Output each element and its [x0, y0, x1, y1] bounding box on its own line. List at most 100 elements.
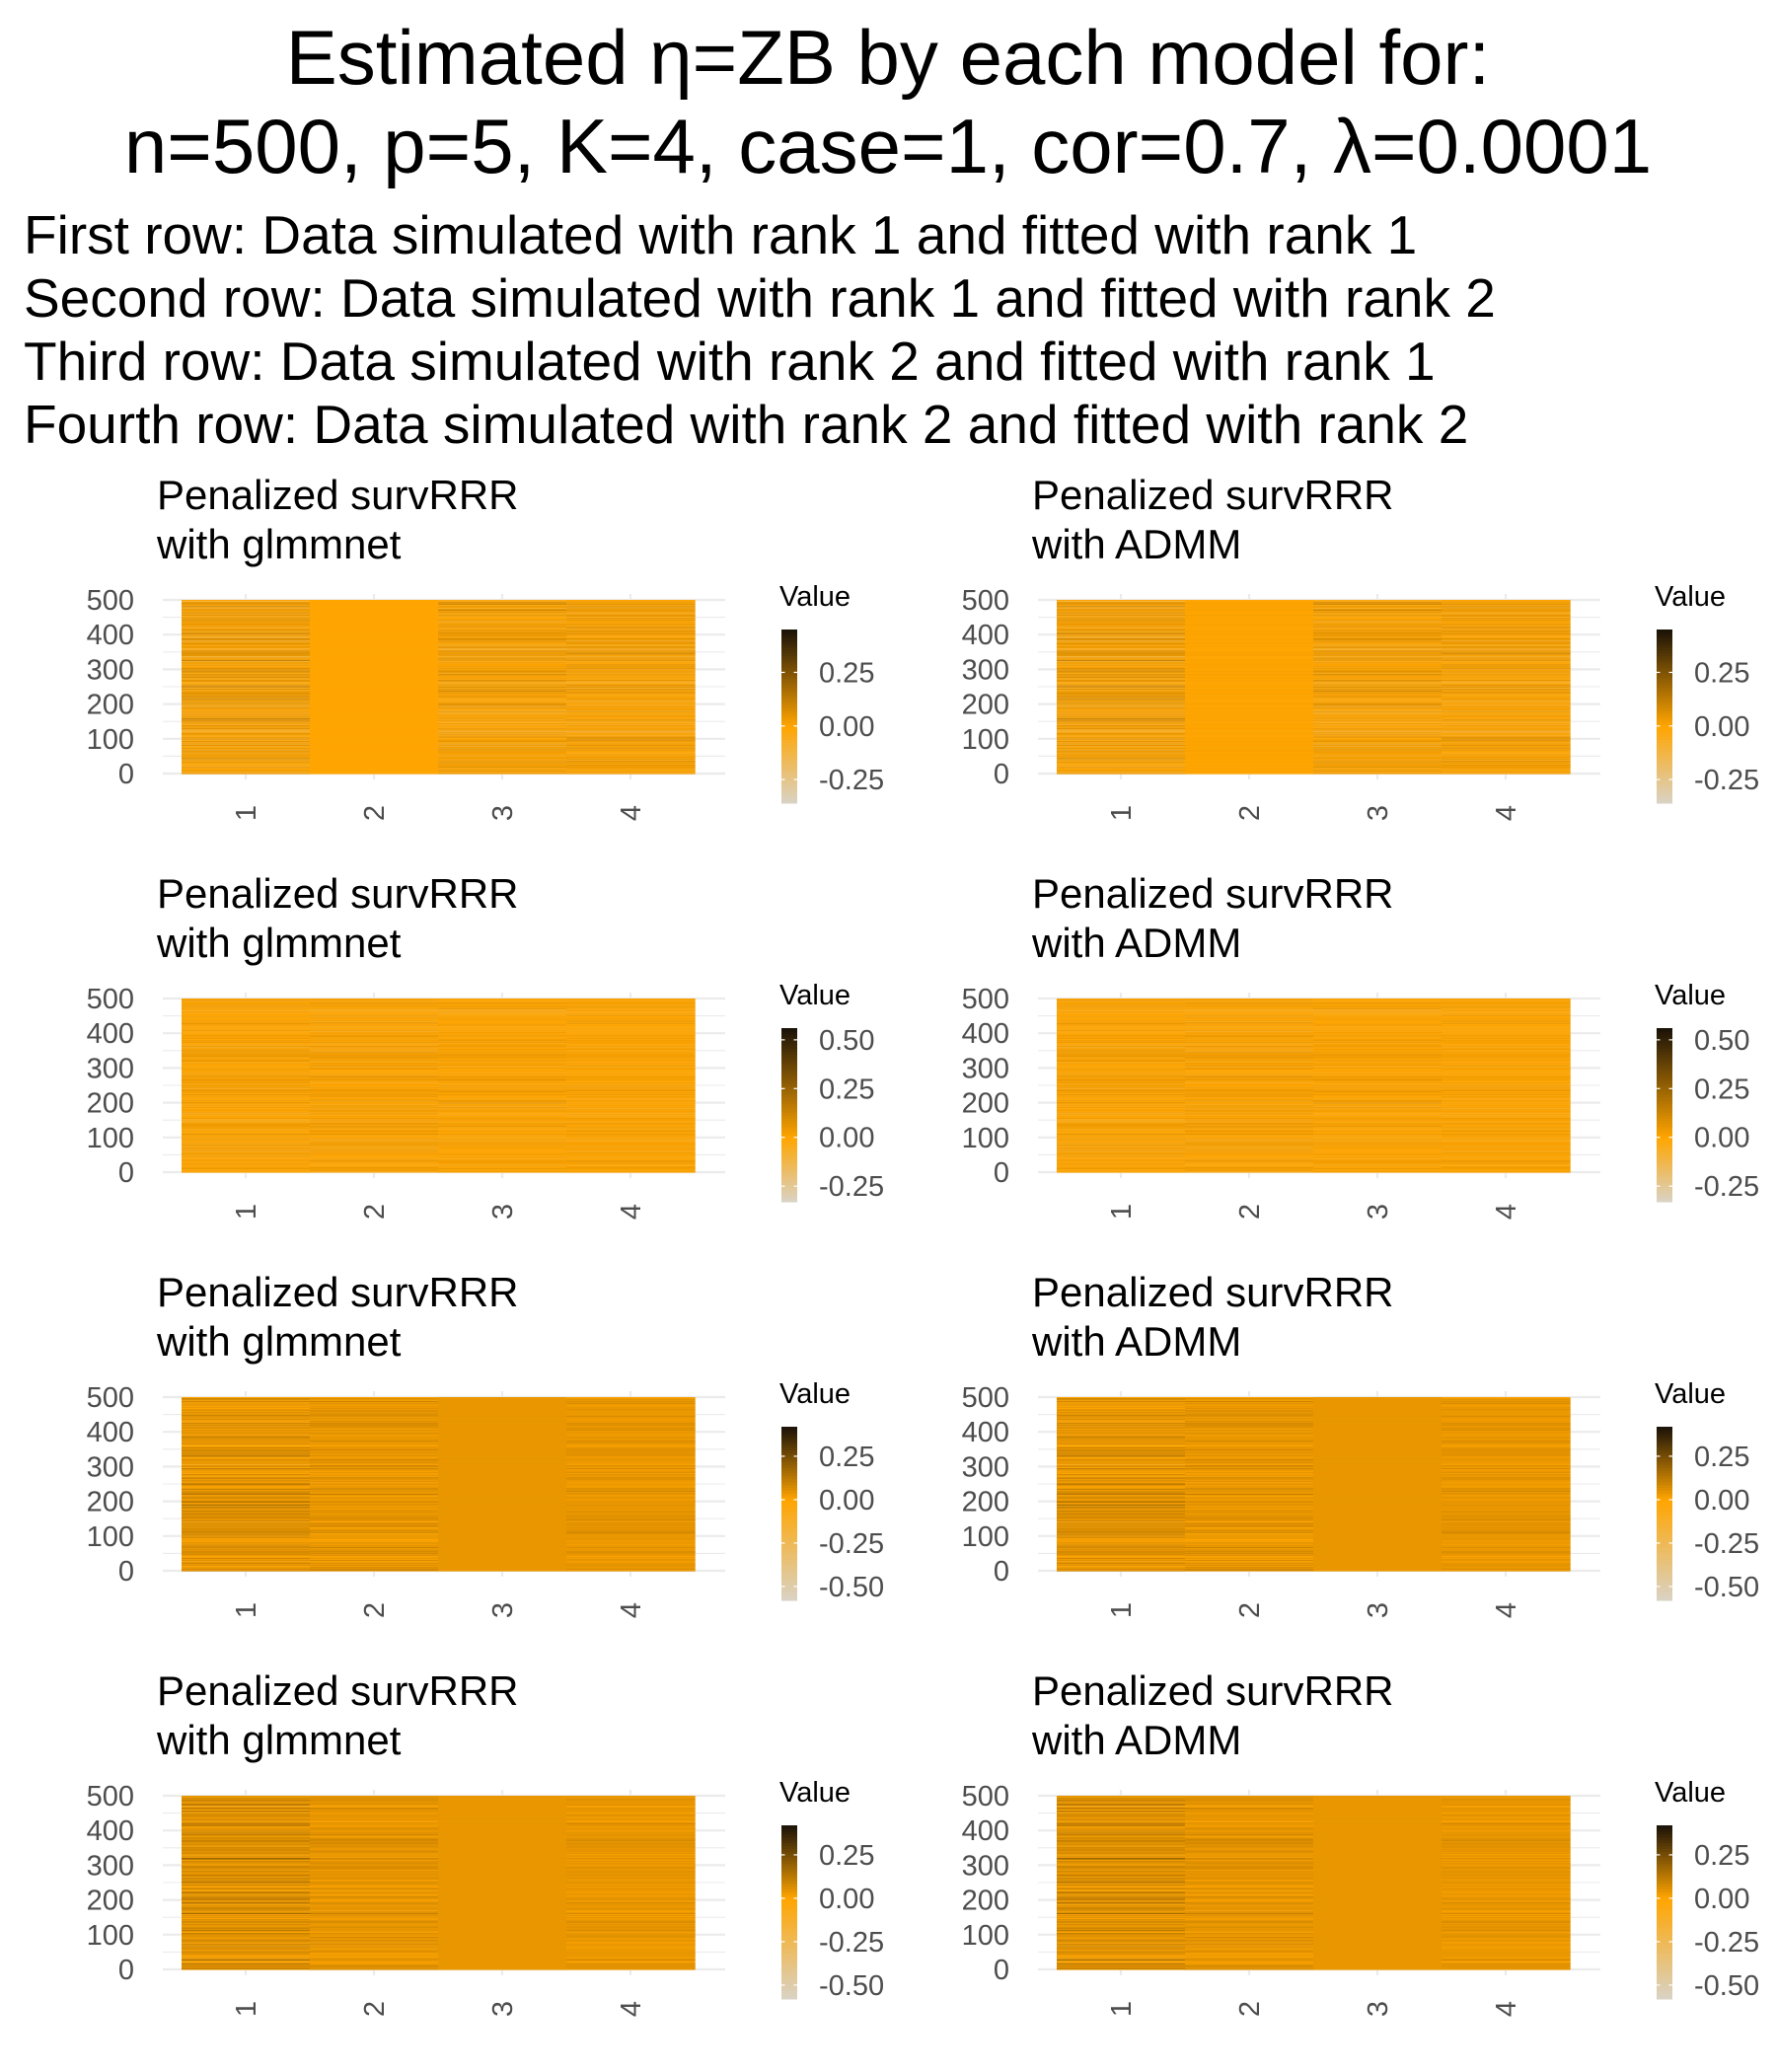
legend-colorbar-segment [781, 678, 797, 683]
legend-colorbar-segment [1657, 652, 1672, 656]
legend-colorbar-segment [781, 675, 797, 680]
heatmap-tile [566, 600, 696, 601]
x-tick-label: 4 [616, 805, 647, 821]
legend-colorbar-segment [781, 670, 797, 674]
heatmap-column-2 [1185, 600, 1314, 775]
heatmap-tile [1057, 600, 1186, 601]
y-tick-label: 500 [962, 585, 1009, 617]
y-tick-label: 300 [87, 654, 134, 686]
legend-colorbar-segment [781, 637, 797, 642]
legend-colorbar-segment [1657, 800, 1672, 804]
legend-colorbar-segment [1657, 675, 1672, 680]
heatmap-tile [1185, 600, 1314, 601]
legend-colorbar-segment [781, 699, 797, 703]
legend-colorbar-segment [781, 655, 797, 659]
legend-colorbar-segment [1657, 710, 1672, 714]
legend-colorbar-segment [781, 762, 797, 767]
legend-colorbar-segment [781, 634, 797, 639]
legend-colorbar-segment [1657, 730, 1672, 735]
heatmap-column-3 [1313, 600, 1443, 775]
subtitle-line-2: Second row: Data simulated with rank 1 a… [24, 267, 1496, 329]
legend-colorbar-segment [781, 771, 797, 776]
legend-colorbar-segment [1657, 779, 1672, 783]
legend-colorbar-segment [781, 751, 797, 755]
legend-colorbar-segment [1657, 646, 1672, 651]
y-tick-label: 100 [962, 724, 1009, 756]
legend-colorbar-segment [781, 652, 797, 656]
x-tick-label: 3 [1363, 805, 1394, 821]
heatmap-column-1 [182, 600, 311, 775]
legend-colorbar-segment [781, 768, 797, 773]
legend-colorbar-segment [781, 661, 797, 665]
legend-colorbar-segment [781, 779, 797, 783]
legend-tick-label: 0.25 [1694, 657, 1749, 689]
legend-colorbar-segment [1657, 704, 1672, 708]
legend-colorbar-segment [781, 774, 797, 778]
legend-colorbar-segment [1657, 765, 1672, 770]
x-tick-label: 4 [1491, 805, 1522, 821]
legend-colorbar-segment [781, 658, 797, 662]
legend-colorbar-segment [781, 667, 797, 671]
legend-colorbar-segment [1657, 768, 1672, 773]
panel-title-line-1: Penalized survRRR [157, 472, 518, 518]
x-tick-label: 2 [1234, 805, 1266, 821]
legend-colorbar [781, 629, 797, 804]
legend-colorbar-segment [1657, 629, 1672, 633]
y-tick-label: 500 [87, 585, 134, 617]
legend-colorbar-segment [781, 797, 797, 801]
legend-colorbar-segment [781, 664, 797, 668]
heatmap-column-4 [1442, 600, 1571, 775]
legend-colorbar-segment [781, 733, 797, 738]
panel-title-line-1: Penalized survRRR [157, 870, 518, 917]
legend-colorbar-segment [781, 629, 797, 633]
legend-colorbar-segment [781, 721, 797, 726]
legend-colorbar-segment [1657, 739, 1672, 743]
legend-colorbar-segment [1657, 788, 1672, 792]
legend-colorbar-segment [1657, 727, 1672, 732]
legend-colorbar-segment [1657, 713, 1672, 717]
legend-colorbar-segment [781, 730, 797, 735]
heatmap-column-2 [310, 999, 439, 1173]
y-tick-label: 200 [962, 690, 1009, 721]
legend-colorbar-segment [781, 739, 797, 743]
legend-colorbar-segment [781, 745, 797, 749]
legend-colorbar-segment [1657, 661, 1672, 665]
legend-colorbar-segment [1657, 664, 1672, 668]
legend-tick-label: -0.25 [1694, 765, 1759, 796]
y-tick-label: 300 [962, 654, 1009, 686]
legend-colorbar-segment [781, 777, 797, 781]
subtitle-line-4: Fourth row: Data simulated with rank 2 a… [24, 394, 1469, 455]
chart-title-line-2: n=500, p=5, K=4, case=1, cor=0.7, λ=0.00… [123, 103, 1653, 189]
heatmap-tile [1442, 600, 1571, 601]
legend-colorbar-segment [1657, 742, 1672, 746]
legend-colorbar-segment [781, 724, 797, 729]
legend-tick-label: 0.00 [819, 711, 874, 743]
legend-colorbar-segment [1657, 702, 1672, 705]
heatmap-tile [182, 600, 311, 601]
legend-colorbar-segment [1657, 762, 1672, 767]
legend-colorbar [1657, 629, 1672, 804]
legend-colorbar-segment [1657, 681, 1672, 686]
heatmap-tile [438, 600, 567, 601]
legend-colorbar-segment [781, 713, 797, 717]
legend-colorbar-segment [1657, 673, 1672, 677]
heatmap-tile [1313, 600, 1443, 601]
legend-colorbar-segment [781, 690, 797, 695]
y-tick-label: 400 [962, 620, 1009, 651]
legend-colorbar-segment [1657, 791, 1672, 795]
legend-colorbar-segment [1657, 640, 1672, 645]
legend-colorbar-segment [781, 785, 797, 789]
legend-tick-label: 0.00 [1694, 711, 1749, 743]
legend-colorbar-segment [1657, 771, 1672, 776]
legend-colorbar-segment [1657, 718, 1672, 723]
x-tick-label: 1 [1106, 805, 1138, 821]
legend-colorbar-segment [1657, 721, 1672, 726]
heatmap-tile [310, 600, 439, 601]
x-tick-label: 2 [359, 805, 391, 821]
heatmap-column-4 [566, 600, 696, 775]
legend-title: Value [779, 581, 851, 613]
legend-colorbar-segment [1657, 785, 1672, 789]
